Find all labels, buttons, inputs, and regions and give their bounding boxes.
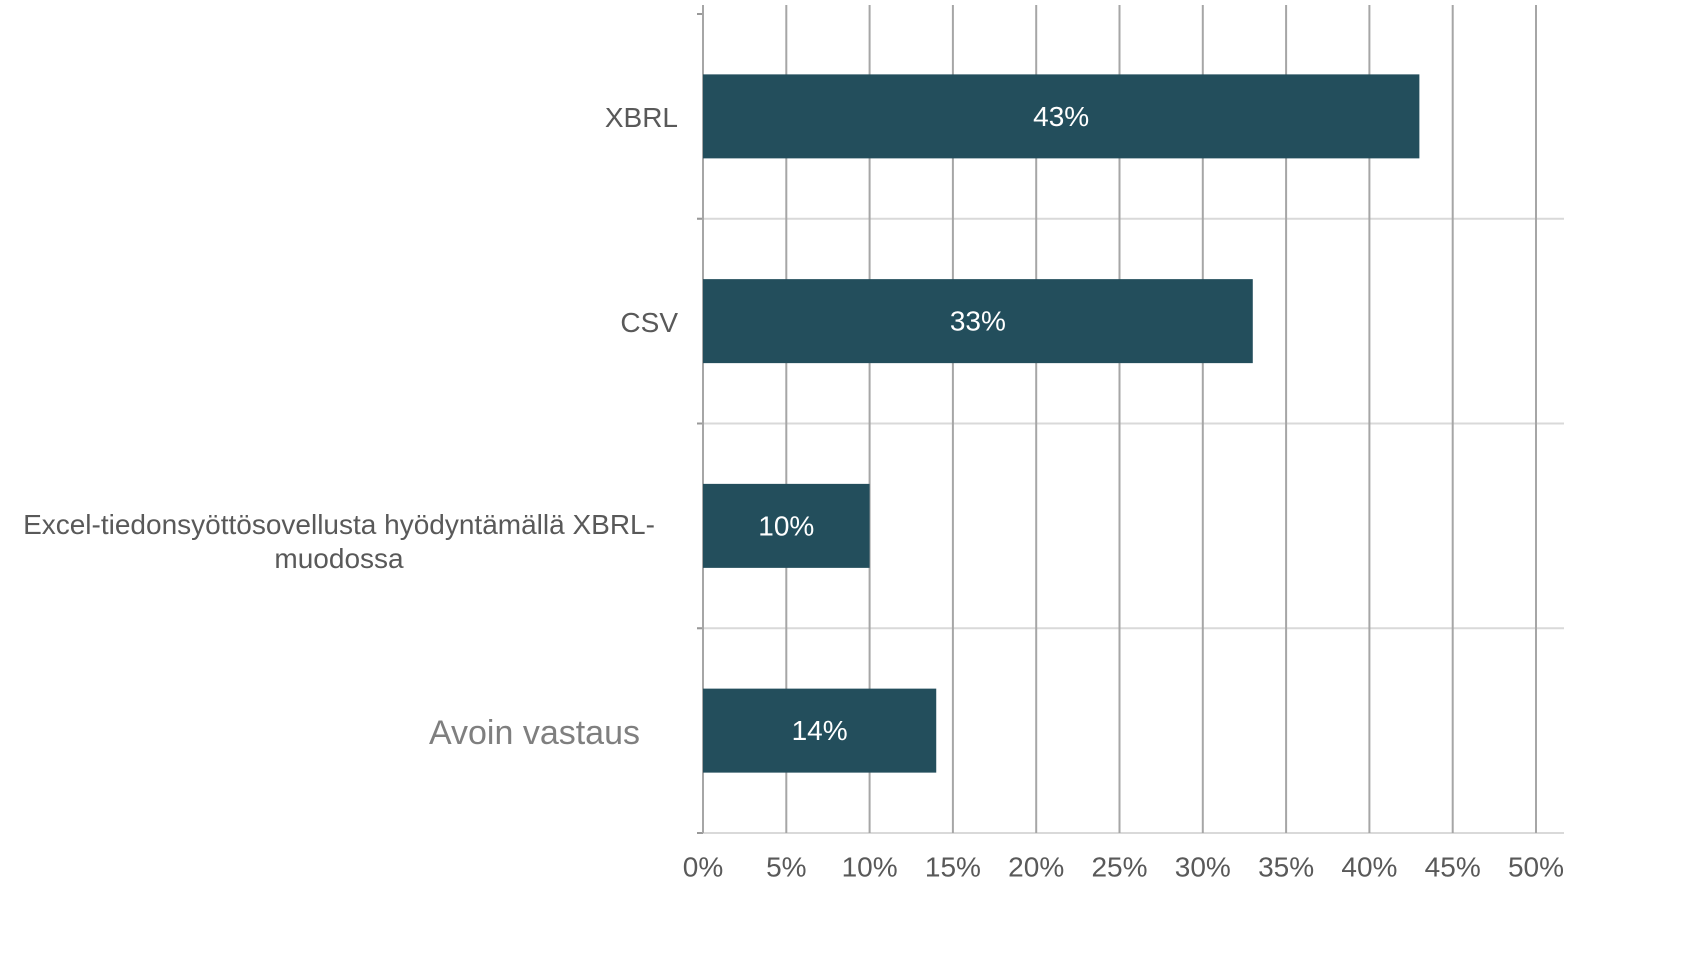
x-tick-label: 25%: [1091, 851, 1147, 882]
bar: [703, 279, 1253, 364]
category-label: Excel-tiedonsyöttösovellusta hyödyntämäl…: [23, 508, 655, 574]
category-label: Avoin vastaus: [428, 713, 640, 752]
x-tick-label: 50%: [1508, 851, 1564, 882]
bar: [703, 688, 937, 773]
bar: [703, 74, 1420, 159]
x-tick-label: 45%: [1425, 851, 1481, 882]
category-label: XBRL: [604, 102, 678, 134]
value-label: 10%: [758, 510, 814, 541]
value-label: 43%: [1033, 101, 1089, 132]
x-tick-label: 15%: [925, 851, 981, 882]
category-label: CSV: [620, 307, 678, 339]
value-label: 14%: [792, 715, 848, 746]
x-tick-label: 40%: [1341, 851, 1397, 882]
x-tick-label: 5%: [766, 851, 806, 882]
x-tick-label: 30%: [1175, 851, 1231, 882]
x-tick-label: 0%: [683, 851, 723, 882]
bar: [703, 483, 870, 568]
x-tick-label: 20%: [1008, 851, 1064, 882]
value-label: 33%: [950, 306, 1006, 337]
x-tick-label: 10%: [842, 851, 898, 882]
x-tick-label: 35%: [1258, 851, 1314, 882]
